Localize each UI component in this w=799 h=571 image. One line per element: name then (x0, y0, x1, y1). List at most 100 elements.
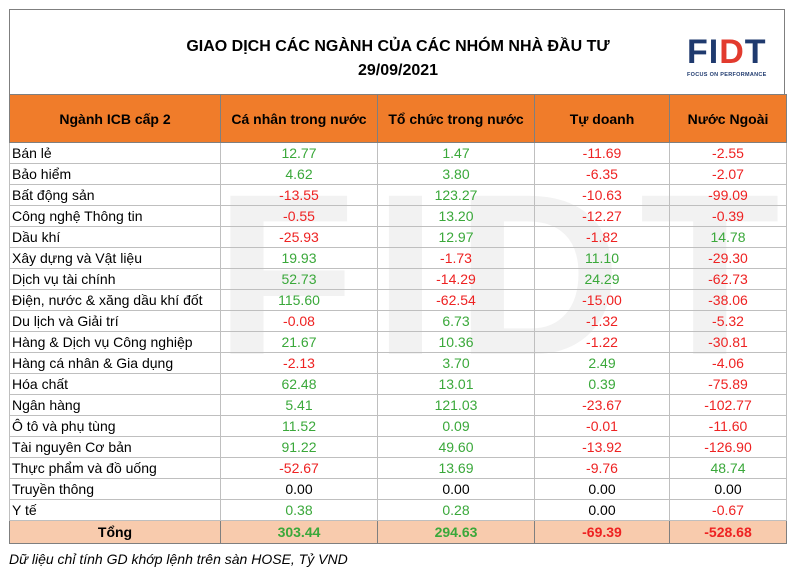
sector-name-cell: Ngân hàng (9, 394, 221, 416)
value-cell: 3.70 (377, 352, 535, 374)
table-row: Truyền thông 0.00 0.00 0.00 0.00 (9, 478, 787, 500)
sector-name-cell: Điện, nước & xăng dầu khí đốt (9, 289, 221, 311)
value-cell: -1.22 (534, 331, 670, 353)
value-cell: 1.47 (377, 142, 535, 164)
total-value-cell: -528.68 (669, 520, 787, 544)
table-row: Tài nguyên Cơ bản 91.22 49.60 -13.92 -126.90 (9, 436, 787, 458)
value-cell: 62.48 (220, 373, 378, 395)
sector-name-cell: Xây dựng và Vật liệu (9, 247, 221, 269)
value-cell: 11.10 (534, 247, 670, 269)
value-cell: -23.67 (534, 394, 670, 416)
value-cell: 12.77 (220, 142, 378, 164)
column-header-domestic-institution: Tổ chức trong nước (377, 94, 535, 143)
value-cell: 13.20 (377, 205, 535, 227)
value-cell: -52.67 (220, 457, 378, 479)
table-row: Bán lẻ 12.77 1.47 -11.69 -2.55 (9, 142, 787, 164)
value-cell: -10.63 (534, 184, 670, 206)
table-row: Hóa chất 62.48 13.01 0.39 -75.89 (9, 373, 787, 395)
value-cell: -62.54 (377, 289, 535, 311)
value-cell: 14.78 (669, 226, 787, 248)
total-value-cell: 294.63 (377, 520, 535, 544)
value-cell: -0.01 (534, 415, 670, 437)
value-cell: 0.38 (220, 499, 378, 521)
value-cell: -30.81 (669, 331, 787, 353)
fidt-logo: FIDT FOCUS ON PERFORMANCE (687, 34, 777, 82)
value-cell: -4.06 (669, 352, 787, 374)
logo-text-b: D (719, 33, 745, 71)
value-cell: -11.60 (669, 415, 787, 437)
logo-tagline: FOCUS ON PERFORMANCE (687, 72, 767, 78)
value-cell: 52.73 (220, 268, 378, 290)
table-row: Bất động sản -13.55 123.27 -10.63 -99.09 (9, 184, 787, 206)
sector-name-cell: Dịch vụ tài chính (9, 268, 221, 290)
report-frame: GIAO DỊCH CÁC NGÀNH CỦA CÁC NHÓM NHÀ ĐẦU… (9, 9, 787, 544)
value-cell: 11.52 (220, 415, 378, 437)
value-cell: -9.76 (534, 457, 670, 479)
table-row: Dầu khí -25.93 12.97 -1.82 14.78 (9, 226, 787, 248)
value-cell: 13.01 (377, 373, 535, 395)
sector-trading-table: Ngành ICB cấp 2 Cá nhân trong nước Tổ ch… (9, 94, 787, 544)
value-cell: 13.69 (377, 457, 535, 479)
column-header-foreign: Nước Ngoài (669, 94, 787, 143)
column-header-domestic-individual: Cá nhân trong nước (220, 94, 378, 143)
value-cell: -14.29 (377, 268, 535, 290)
value-cell: 3.80 (377, 163, 535, 185)
value-cell: 123.27 (377, 184, 535, 206)
value-cell: -25.93 (220, 226, 378, 248)
value-cell: -75.89 (669, 373, 787, 395)
table-row: Hàng cá nhân & Gia dụng -2.13 3.70 2.49 -4.0… (9, 352, 787, 374)
value-cell: -99.09 (669, 184, 787, 206)
table-row: Công nghệ Thông tin -0.55 13.20 -12.27 -0.39 (9, 205, 787, 227)
value-cell: 91.22 (220, 436, 378, 458)
value-cell: -1.82 (534, 226, 670, 248)
footnote: Dữ liệu chỉ tính GD khớp lệnh trên sàn H… (9, 551, 348, 567)
report-date: 29/09/2021 (357, 62, 439, 79)
value-cell: -102.77 (669, 394, 787, 416)
sector-name-cell: Bán lẻ (9, 142, 221, 164)
value-cell: 19.93 (220, 247, 378, 269)
value-cell: -0.39 (669, 205, 787, 227)
sector-name-cell: Dầu khí (9, 226, 221, 248)
value-cell: 48.74 (669, 457, 787, 479)
value-cell: -13.55 (220, 184, 378, 206)
value-cell: -13.92 (534, 436, 670, 458)
sector-name-cell: Hàng cá nhân & Gia dụng (9, 352, 221, 374)
sector-name-cell: Y tế (9, 499, 221, 521)
column-header-sector: Ngành ICB cấp 2 (9, 94, 221, 143)
value-cell: -1.73 (377, 247, 535, 269)
total-value-cell: -69.39 (534, 520, 670, 544)
value-cell: -38.06 (669, 289, 787, 311)
value-cell: 21.67 (220, 331, 378, 353)
value-cell: 2.49 (534, 352, 670, 374)
sector-name-cell: Thực phẩm và đồ uống (9, 457, 221, 479)
value-cell: -0.55 (220, 205, 378, 227)
sector-name-cell: Bất động sản (9, 184, 221, 206)
total-value-cell: 303.44 (220, 520, 378, 544)
table-row: Y tế 0.38 0.28 0.00 -0.67 (9, 499, 787, 521)
value-cell: -15.00 (534, 289, 670, 311)
value-cell: -2.07 (669, 163, 787, 185)
value-cell: 5.41 (220, 394, 378, 416)
value-cell: -2.55 (669, 142, 787, 164)
value-cell: -1.32 (534, 310, 670, 332)
value-cell: 0.28 (377, 499, 535, 521)
table-row: Hàng & Dịch vụ Công nghiệp 21.67 10.36 -1.2… (9, 331, 787, 353)
value-cell: -62.73 (669, 268, 787, 290)
table-row: Điện, nước & xăng dầu khí đốt 115.60 -62.5… (9, 289, 787, 311)
column-header-proprietary: Tự doanh (534, 94, 670, 143)
table-row: Thực phẩm và đồ uống -52.67 13.69 -9.76 48.7… (9, 457, 787, 479)
value-cell: 10.36 (377, 331, 535, 353)
sector-name-cell: Hàng & Dịch vụ Công nghiệp (9, 331, 221, 353)
value-cell: -2.13 (220, 352, 378, 374)
value-cell: 49.60 (377, 436, 535, 458)
sector-name-cell: Bảo hiểm (9, 163, 221, 185)
table-row: Xây dựng và Vật liệu 19.93 -1.73 11.10 -29.3… (9, 247, 787, 269)
logo-text-c: T (744, 33, 767, 71)
sector-name-cell: Tài nguyên Cơ bản (9, 436, 221, 458)
sector-name-cell: Du lịch và Giải trí (9, 310, 221, 332)
value-cell: 0.00 (669, 478, 787, 500)
total-row: Tổng 303.44 294.63 -69.39 -528.68 (9, 520, 787, 544)
value-cell: -11.69 (534, 142, 670, 164)
value-cell: 121.03 (377, 394, 535, 416)
value-cell: 0.00 (534, 478, 670, 500)
